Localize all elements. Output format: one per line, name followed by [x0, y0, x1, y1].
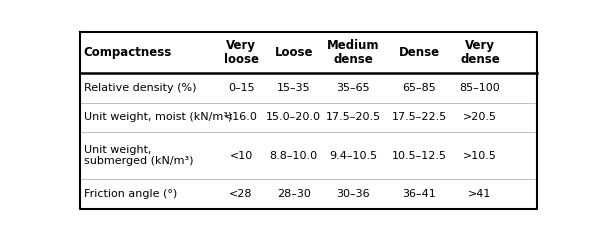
Text: 15.0–20.0: 15.0–20.0	[266, 112, 321, 122]
Text: 17.5–22.5: 17.5–22.5	[392, 112, 447, 122]
Text: Relative density (%): Relative density (%)	[84, 83, 196, 93]
Text: Compactness: Compactness	[84, 46, 172, 59]
Text: 15–35: 15–35	[277, 83, 311, 93]
Text: 28–30: 28–30	[277, 189, 311, 199]
Text: 10.5–12.5: 10.5–12.5	[392, 151, 447, 161]
Text: >41: >41	[468, 189, 492, 199]
Text: Very
loose: Very loose	[223, 39, 259, 66]
Text: Medium
dense: Medium dense	[327, 39, 379, 66]
Text: Loose: Loose	[275, 46, 313, 59]
Text: 65–85: 65–85	[403, 83, 436, 93]
Text: 0–15: 0–15	[228, 83, 255, 93]
Text: 8.8–10.0: 8.8–10.0	[270, 151, 318, 161]
Text: >20.5: >20.5	[463, 112, 497, 122]
Text: 9.4–10.5: 9.4–10.5	[329, 151, 377, 161]
Text: 36–41: 36–41	[403, 189, 436, 199]
Text: Dense: Dense	[399, 46, 440, 59]
Text: 30–36: 30–36	[337, 189, 370, 199]
Text: >10.5: >10.5	[463, 151, 497, 161]
Text: Unit weight, moist (kN/m³): Unit weight, moist (kN/m³)	[84, 112, 232, 122]
Text: Friction angle (°): Friction angle (°)	[84, 189, 177, 199]
Text: 17.5–20.5: 17.5–20.5	[326, 112, 380, 122]
Text: 35–65: 35–65	[337, 83, 370, 93]
Text: Very
dense: Very dense	[460, 39, 500, 66]
Text: Unit weight,
submerged (kN/m³): Unit weight, submerged (kN/m³)	[84, 145, 193, 166]
Text: <28: <28	[229, 189, 253, 199]
Text: <16.0: <16.0	[224, 112, 258, 122]
Text: 85–100: 85–100	[459, 83, 500, 93]
Text: <10: <10	[229, 151, 253, 161]
